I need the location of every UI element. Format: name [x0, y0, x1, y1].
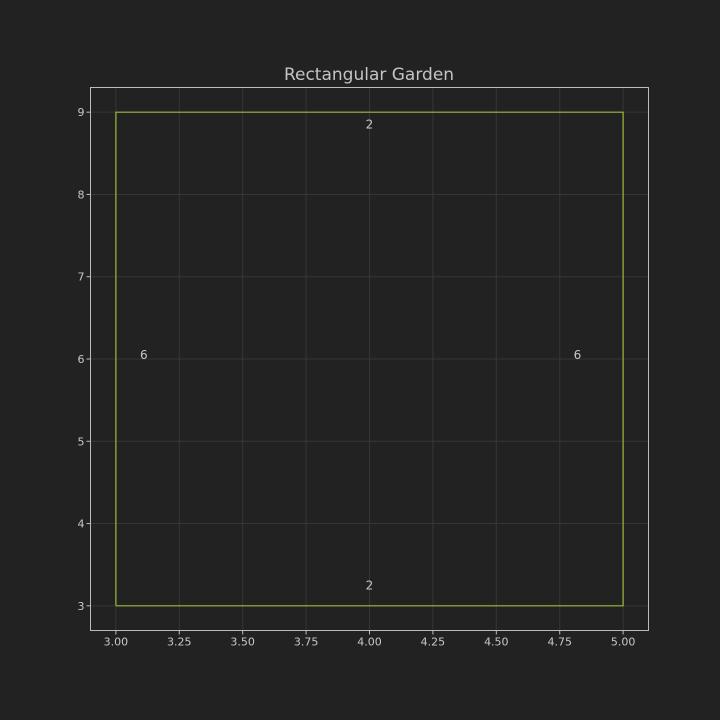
x-tick-label-5: 4.25	[421, 636, 446, 649]
y-tick-label-4: 7	[78, 271, 85, 284]
y-tick-label-5: 8	[78, 188, 85, 201]
annotation-left: 6	[140, 348, 148, 362]
x-tick-label-4: 4.00	[357, 636, 382, 649]
y-axis: 3 4 5 6 7 8 9	[78, 106, 91, 613]
x-tick-label-0: 3.00	[104, 636, 129, 649]
annotation-right: 6	[574, 348, 582, 362]
x-tick-label-8: 5.00	[611, 636, 636, 649]
series-layer	[115, 111, 624, 607]
annotation-top: 2	[366, 118, 374, 132]
chart-title: Rectangular Garden	[284, 65, 454, 85]
grid	[90, 87, 649, 631]
series-line-0	[115, 111, 624, 607]
x-tick-label-2: 3.50	[230, 636, 255, 649]
y-tick-label-2: 5	[78, 435, 85, 448]
y-tick-label-0: 3	[78, 600, 85, 613]
annotations: 2 2 6 6	[140, 118, 581, 593]
x-axis: 3.00 3.25 3.50 3.75 4.00 4.25 4.50 4.75 5.00	[104, 630, 636, 649]
x-tick-label-3: 3.75	[294, 636, 319, 649]
x-tick-label-6: 4.50	[484, 636, 509, 649]
y-tick-label-1: 4	[78, 518, 85, 531]
y-tick-label-3: 6	[78, 353, 85, 366]
y-tick-label-6: 9	[78, 106, 85, 119]
x-tick-label-7: 4.75	[547, 636, 572, 649]
x-tick-label-1: 3.25	[167, 636, 192, 649]
annotation-bottom: 2	[366, 578, 374, 592]
